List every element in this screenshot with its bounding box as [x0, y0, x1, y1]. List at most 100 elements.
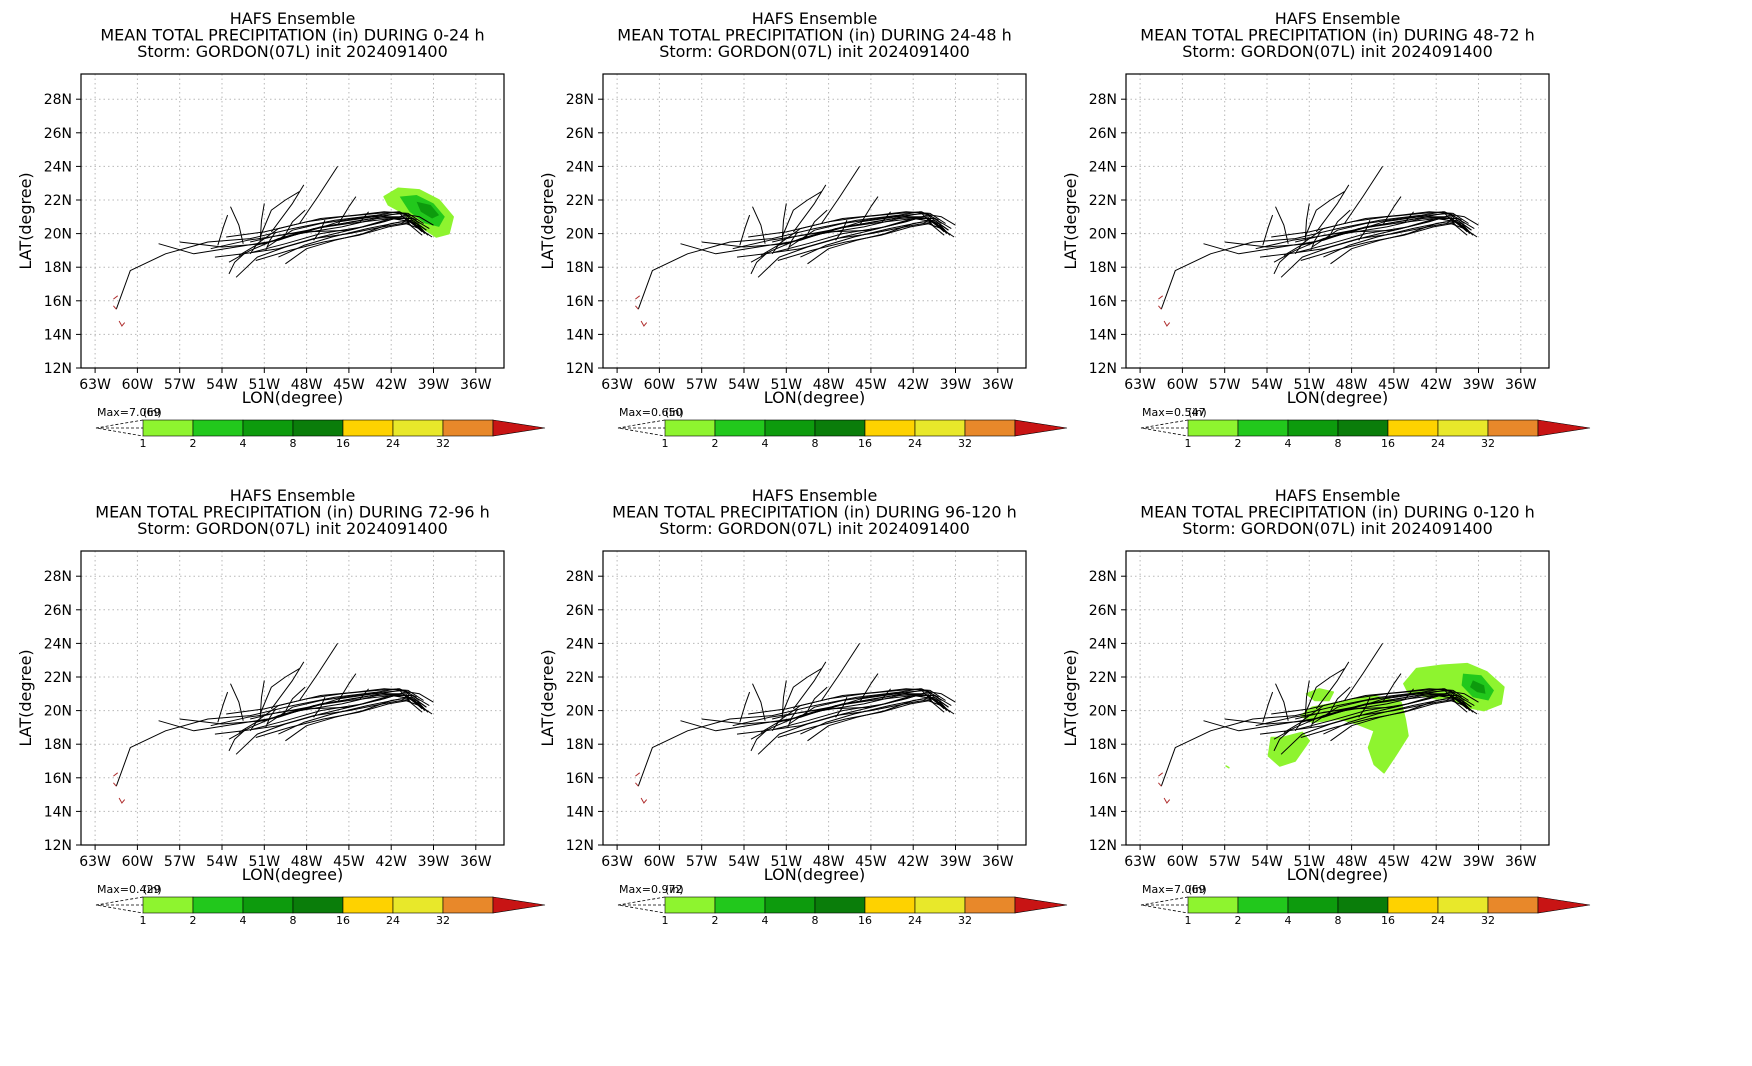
- colorbar-level-label: 24: [908, 914, 922, 927]
- x-tick-label: 42W: [375, 377, 407, 393]
- x-tick-label: 57W: [686, 854, 718, 870]
- y-tick-label: 22N: [566, 670, 594, 686]
- colorbar-units: (in): [1188, 883, 1207, 896]
- y-tick-label: 18N: [1089, 260, 1117, 276]
- track-line: [774, 695, 951, 730]
- track-line: [835, 220, 848, 241]
- colorbar-level-label: 16: [336, 914, 350, 927]
- colorbar-level-label: 16: [858, 437, 872, 450]
- track-line: [226, 211, 424, 238]
- track-line: [214, 698, 426, 735]
- x-tick-label: 36W: [982, 377, 1014, 393]
- colorbar-level-label: 32: [958, 437, 972, 450]
- track-line: [1382, 196, 1402, 226]
- coastline-island: [1158, 305, 1162, 310]
- track-line: [792, 661, 827, 710]
- y-tick-label: 16N: [566, 294, 594, 310]
- track-line: [228, 728, 247, 752]
- track-line: [736, 698, 948, 735]
- colorbar-units: (in): [143, 883, 162, 896]
- track-line: [1304, 680, 1310, 720]
- track-line: [265, 708, 277, 728]
- plot-frame: [1125, 550, 1550, 846]
- x-tick-label: 54W: [206, 377, 238, 393]
- track-line: [792, 184, 827, 233]
- x-tick-label: 60W: [122, 854, 154, 870]
- colorbar-segment: [1337, 419, 1389, 437]
- x-tick-label: 39W: [940, 854, 972, 870]
- colorbar-level-label: 32: [1481, 914, 1495, 927]
- y-tick-label: 28N: [44, 569, 72, 585]
- colorbar-level-label: 8: [812, 914, 819, 927]
- track-line: [1300, 223, 1468, 261]
- track-line: [805, 686, 828, 715]
- colorbar-level-label: 24: [908, 437, 922, 450]
- colorbar-segment: [142, 419, 194, 437]
- x-tick-label: 54W: [1251, 854, 1283, 870]
- track-line: [1344, 643, 1384, 701]
- precip-area-1-2in: [1225, 765, 1230, 769]
- x-axis-label: LON(degree): [242, 865, 343, 884]
- track-line: [1358, 220, 1371, 241]
- plot-area: [1126, 74, 1549, 368]
- track-line: [748, 211, 946, 238]
- colorbar-level-label: 4: [762, 437, 769, 450]
- track-line: [1275, 683, 1289, 721]
- colorbar-segment: [1337, 896, 1389, 914]
- x-tick-label: 60W: [644, 854, 676, 870]
- y-tick-label: 12N: [1089, 838, 1117, 854]
- track-line: [781, 668, 822, 715]
- chart-title-line-1: HAFS Ensemble: [752, 9, 878, 28]
- track-line: [1310, 708, 1322, 728]
- x-tick-label: 45W: [1378, 377, 1410, 393]
- coastline-island: [635, 305, 639, 310]
- y-tick-label: 28N: [1089, 92, 1117, 108]
- colorbar-max-triangle: [492, 896, 546, 914]
- track-line: [760, 693, 942, 733]
- colorbar-segment: [864, 419, 916, 437]
- track-line: [777, 223, 945, 261]
- y-tick-label: 14N: [566, 804, 594, 820]
- x-axis-label: LON(degree): [764, 865, 865, 884]
- colorbar-level-label: 8: [1335, 914, 1342, 927]
- colorbar-segment: [292, 419, 344, 437]
- y-tick-label: 22N: [44, 670, 72, 686]
- plot-area: [603, 551, 1026, 845]
- colorbar-level-label: 16: [1381, 437, 1395, 450]
- y-axis-label: LAT(degree): [1061, 649, 1080, 746]
- coastline-island: [635, 772, 641, 777]
- y-tick-label: 24N: [44, 636, 72, 652]
- colorbar-level-label: 16: [858, 914, 872, 927]
- colorbar-segment: [242, 896, 294, 914]
- x-tick-label: 57W: [1209, 377, 1241, 393]
- y-axis-label: LAT(degree): [16, 172, 35, 269]
- y-tick-label: 26N: [44, 126, 72, 142]
- colorbar-level-label: 1: [140, 914, 147, 927]
- precip-area-4-8in: [416, 201, 440, 219]
- track-line: [1271, 688, 1469, 715]
- coastline-island: [1158, 782, 1162, 787]
- plot-area: [81, 551, 504, 845]
- colorbar-segment: [1237, 896, 1289, 914]
- coastline-island: [1163, 320, 1171, 327]
- colorbar-level-label: 32: [1481, 437, 1495, 450]
- track-line: [1297, 695, 1474, 730]
- track-line: [750, 251, 769, 275]
- track-line: [1262, 691, 1274, 723]
- chart-title-line-1: HAFS Ensemble: [230, 486, 356, 505]
- track-line: [1304, 191, 1345, 238]
- x-tick-label: 57W: [686, 377, 718, 393]
- colorbar-level-label: 1: [662, 914, 669, 927]
- colorbar-level-label: 2: [712, 437, 719, 450]
- y-tick-label: 22N: [566, 193, 594, 209]
- y-tick-label: 20N: [44, 227, 72, 243]
- track-line: [805, 209, 828, 238]
- x-axis-label: LON(degree): [1287, 865, 1388, 884]
- y-tick-label: 18N: [1089, 737, 1117, 753]
- colorbar-level-label: 2: [190, 914, 197, 927]
- track-line: [1304, 203, 1310, 243]
- plot-frame: [602, 550, 1027, 846]
- colorbar-level-label: 24: [1431, 914, 1445, 927]
- x-tick-label: 54W: [728, 377, 760, 393]
- colorbar-level-label: 1: [662, 437, 669, 450]
